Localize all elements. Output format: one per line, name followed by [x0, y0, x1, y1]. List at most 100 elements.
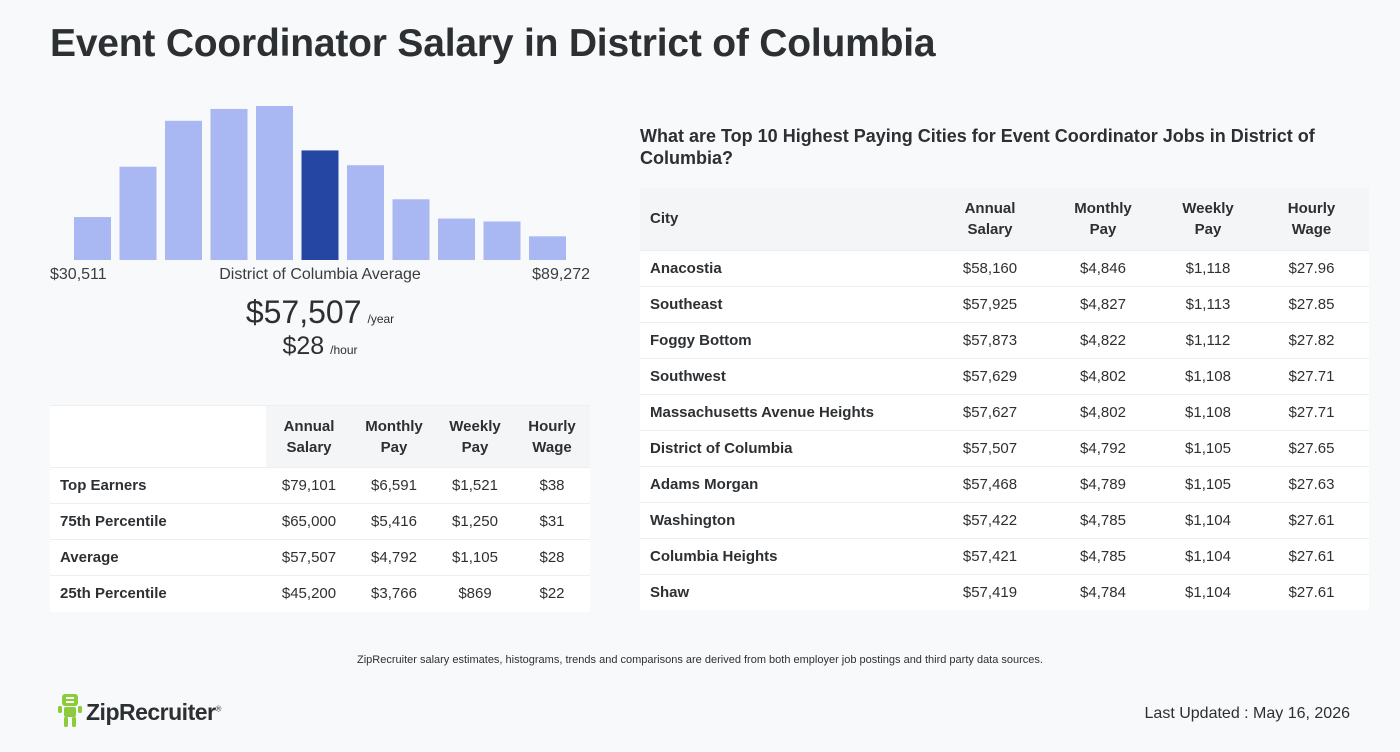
- header-hourly-wage: Hourly Wage: [1254, 188, 1369, 250]
- city-name: Southwest: [640, 357, 936, 394]
- histogram-min-label: $30,511: [50, 266, 107, 283]
- average-hourly-value: $28: [282, 332, 325, 360]
- row-label: 75th Percentile: [50, 503, 266, 540]
- city-name: Anacostia: [640, 249, 936, 286]
- city-name: District of Columbia: [640, 429, 936, 466]
- cell-monthly: $4,802: [1044, 357, 1162, 394]
- table-row: Washington $57,422 $4,785 $1,104 $27.61: [640, 501, 1369, 538]
- header-monthly-pay: Monthly Pay: [1044, 188, 1162, 250]
- average-annual-salary: $57,507/year: [50, 294, 590, 331]
- cell-monthly: $5,416: [352, 503, 436, 540]
- cell-weekly: $869: [436, 575, 514, 612]
- table-row: 75th Percentile $65,000 $5,416 $1,250 $3…: [50, 503, 590, 540]
- table-row: Average $57,507 $4,792 $1,105 $28: [50, 539, 590, 576]
- cell-monthly: $4,792: [1044, 429, 1162, 466]
- header-weekly-pay: Weekly Pay: [1162, 188, 1254, 250]
- histogram-bar: [74, 217, 111, 260]
- row-label: 25th Percentile: [50, 575, 266, 612]
- brand-name: ZipRecruiter®: [86, 698, 221, 725]
- cell-hourly: $27.85: [1254, 285, 1369, 322]
- header-monthly-pay: Monthly Pay: [352, 405, 436, 468]
- header-annual-salary: Annual Salary: [936, 188, 1044, 250]
- city-name: Foggy Bottom: [640, 321, 936, 358]
- table-row: Southwest $57,629 $4,802 $1,108 $27.71: [640, 357, 1369, 394]
- cell-annual: $57,629: [936, 357, 1044, 394]
- cell-hourly: $27.71: [1254, 357, 1369, 394]
- percentile-table: Annual Salary Monthly Pay Weekly Pay Hourly…: [50, 405, 590, 612]
- cell-weekly: $1,105: [436, 539, 514, 576]
- page-title: Event Coordinator Salary in District of …: [50, 22, 936, 65]
- cell-annual: $45,200: [266, 575, 352, 612]
- cell-hourly: $27.61: [1254, 537, 1369, 574]
- histogram-bar: [210, 108, 248, 260]
- cell-hourly: $27.61: [1254, 501, 1369, 538]
- header-city: City: [640, 188, 936, 250]
- cell-weekly: $1,108: [1162, 393, 1254, 430]
- cell-monthly: $4,822: [1044, 321, 1162, 358]
- city-table-header: City Annual Salary Monthly Pay Weekly Pay H…: [640, 188, 1369, 250]
- ziprecruiter-logo[interactable]: ZipRecruiter®: [58, 693, 221, 730]
- cell-annual: $57,507: [936, 429, 1044, 466]
- cell-annual: $57,507: [266, 539, 352, 576]
- cell-annual: $57,925: [936, 285, 1044, 322]
- cell-annual: $57,873: [936, 321, 1044, 358]
- cell-weekly: $1,521: [436, 467, 514, 504]
- row-label: Average: [50, 539, 266, 576]
- table-row: Columbia Heights $57,421 $4,785 $1,104 $27.6…: [640, 537, 1369, 574]
- cell-monthly: $4,784: [1044, 573, 1162, 610]
- histogram-bar: [119, 166, 157, 260]
- cell-weekly: $1,104: [1162, 501, 1254, 538]
- city-name: Shaw: [640, 573, 936, 610]
- histogram-max-label: $89,272: [532, 266, 590, 283]
- table-row: Foggy Bottom $57,873 $4,822 $1,112 $27.82: [640, 321, 1369, 358]
- top-cities-table: City Annual Salary Monthly Pay Weekly Pay H…: [640, 188, 1369, 610]
- cell-weekly: $1,108: [1162, 357, 1254, 394]
- row-label: Top Earners: [50, 467, 266, 504]
- table-row: District of Columbia $57,507 $4,792 $1,105 $…: [640, 429, 1369, 466]
- salary-histogram: [50, 100, 590, 260]
- table-row: Massachusetts Avenue Heights $57,627 $4,80…: [640, 393, 1369, 430]
- cell-hourly: $22: [514, 575, 590, 612]
- city-name: Columbia Heights: [640, 537, 936, 574]
- cell-hourly: $31: [514, 503, 590, 540]
- data-source-disclaimer: ZipRecruiter salary estimates, histogram…: [357, 654, 1043, 666]
- histogram-chart: [74, 106, 566, 260]
- cell-annual: $79,101: [266, 467, 352, 504]
- registered-mark: ®: [215, 703, 221, 713]
- header-hourly-wage: Hourly Wage: [514, 405, 590, 468]
- table-row: Shaw $57,419 $4,784 $1,104 $27.61: [640, 573, 1369, 610]
- percentile-header-blank: [50, 405, 266, 468]
- header-annual-salary: Annual Salary: [266, 405, 352, 468]
- cell-weekly: $1,104: [1162, 573, 1254, 610]
- average-hourly-wage: $28/hour: [50, 332, 590, 361]
- cell-weekly: $1,118: [1162, 249, 1254, 286]
- histogram-average-label: District of Columbia Average: [219, 266, 421, 283]
- cell-monthly: $4,785: [1044, 537, 1162, 574]
- average-hourly-unit: /hour: [330, 343, 358, 357]
- percentile-table-header: Annual Salary Monthly Pay Weekly Pay Hourly…: [50, 405, 590, 468]
- cell-hourly: $27.96: [1254, 249, 1369, 286]
- cell-hourly: $28: [514, 539, 590, 576]
- table-row: Anacostia $58,160 $4,846 $1,118 $27.96: [640, 249, 1369, 286]
- cell-annual: $58,160: [936, 249, 1044, 286]
- cell-weekly: $1,105: [1162, 465, 1254, 502]
- cell-hourly: $27.61: [1254, 573, 1369, 610]
- city-name: Adams Morgan: [640, 465, 936, 502]
- table-row: Top Earners $79,101 $6,591 $1,521 $38: [50, 467, 590, 504]
- cell-weekly: $1,105: [1162, 429, 1254, 466]
- average-annual-unit: /year: [367, 312, 395, 326]
- histogram-bar-average: [301, 150, 339, 260]
- cell-annual: $57,422: [936, 501, 1044, 538]
- cell-weekly: $1,113: [1162, 285, 1254, 322]
- histogram-bar: [483, 221, 521, 260]
- cell-weekly: $1,104: [1162, 537, 1254, 574]
- histogram-bar: [347, 165, 384, 260]
- city-name: Southeast: [640, 285, 936, 322]
- table-row: Adams Morgan $57,468 $4,789 $1,105 $27.63: [640, 465, 1369, 502]
- cell-monthly: $4,789: [1044, 465, 1162, 502]
- cell-monthly: $3,766: [352, 575, 436, 612]
- histogram-bar: [438, 218, 475, 260]
- top-cities-heading: What are Top 10 Highest Paying Cities fo…: [640, 126, 1315, 168]
- cell-hourly: $27.82: [1254, 321, 1369, 358]
- city-name: Washington: [640, 501, 936, 538]
